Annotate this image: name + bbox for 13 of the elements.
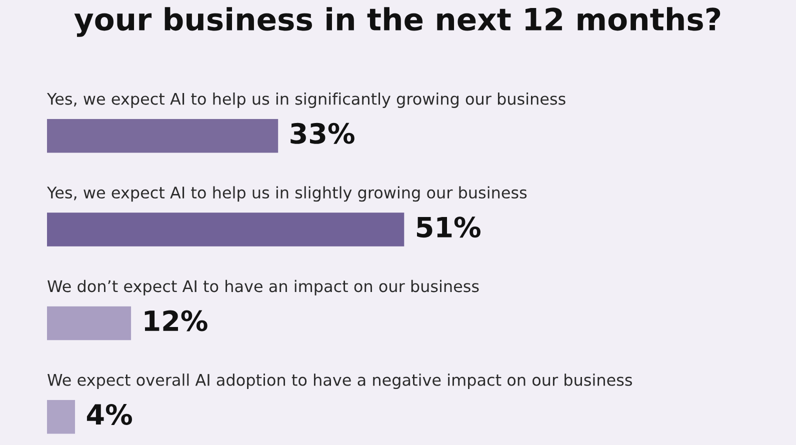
y-tick-label: We expect overall AI adoption to have a negative impact on our business (48, 374, 632, 390)
data-label: 12% (144, 310, 208, 332)
chart-title: your business in the next 12 months? (74, 7, 720, 37)
bar (47, 118, 278, 153)
y-tick-label: Yes, we expect AI to help us in significantly growing our business (46, 92, 566, 108)
data-label: 51% (417, 216, 480, 238)
bar (47, 306, 132, 340)
y-tick-label: Yes, we expect AI to help us in slightly growing our business (46, 186, 527, 202)
data-label: 4% (86, 404, 132, 425)
bar (47, 212, 404, 246)
data-label: 33% (290, 122, 354, 144)
bar (47, 400, 76, 434)
y-tick-label: We don’t expect AI to have an impact on our business (48, 280, 479, 296)
